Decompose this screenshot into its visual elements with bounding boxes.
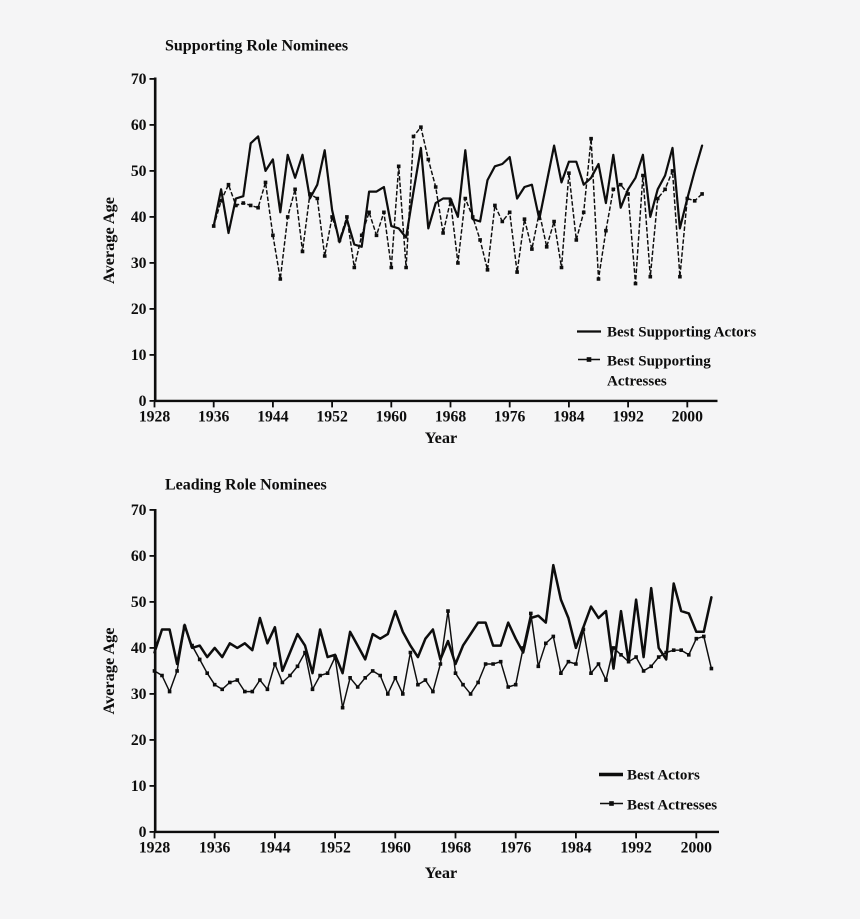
svg-text:Year: Year [425,863,458,882]
svg-text:1928: 1928 [139,408,171,425]
svg-text:1936: 1936 [199,839,231,856]
svg-text:Year: Year [425,428,458,447]
svg-text:1960: 1960 [380,839,412,856]
svg-text:70: 70 [131,71,147,88]
svg-text:1936: 1936 [198,408,230,425]
svg-text:1928: 1928 [139,839,171,856]
svg-text:1976: 1976 [500,839,532,856]
svg-text:60: 60 [131,117,147,134]
svg-text:1968: 1968 [435,408,467,425]
svg-text:50: 50 [131,594,147,611]
svg-text:Leading Role Nominees: Leading Role Nominees [165,477,327,494]
svg-text:1944: 1944 [259,839,291,856]
svg-text:70: 70 [131,502,147,519]
svg-text:1960: 1960 [376,408,408,425]
svg-text:1944: 1944 [257,408,289,425]
svg-text:0: 0 [139,393,147,410]
svg-text:Best Supporting: Best Supporting [607,354,711,370]
svg-text:2000: 2000 [672,408,704,425]
svg-text:60: 60 [131,548,147,565]
svg-text:1984: 1984 [553,408,585,425]
svg-text:20: 20 [131,301,147,318]
svg-text:30: 30 [131,686,147,703]
svg-text:Actresses: Actresses [607,374,667,390]
svg-text:1992: 1992 [620,839,652,856]
svg-text:Best Supporting Actors: Best Supporting Actors [607,325,756,341]
svg-text:1968: 1968 [440,839,472,856]
svg-text:30: 30 [131,255,147,272]
svg-text:Best Actors: Best Actors [627,768,700,784]
svg-text:1952: 1952 [319,839,351,856]
svg-text:50: 50 [131,163,147,180]
svg-text:1992: 1992 [612,408,644,425]
svg-text:10: 10 [131,778,147,795]
svg-text:Best Actresses: Best Actresses [627,798,717,814]
svg-text:Supporting Role Nominees: Supporting Role Nominees [165,38,348,55]
svg-text:1952: 1952 [316,408,348,425]
svg-text:2000: 2000 [681,839,713,856]
svg-text:Average Age: Average Age [99,197,118,284]
svg-text:10: 10 [131,347,147,364]
svg-text:0: 0 [139,824,147,841]
svg-text:1984: 1984 [560,839,592,856]
svg-text:1976: 1976 [494,408,526,425]
svg-text:20: 20 [131,732,147,749]
svg-text:40: 40 [131,209,147,226]
svg-text:40: 40 [131,640,147,657]
svg-text:Average Age: Average Age [99,628,118,715]
